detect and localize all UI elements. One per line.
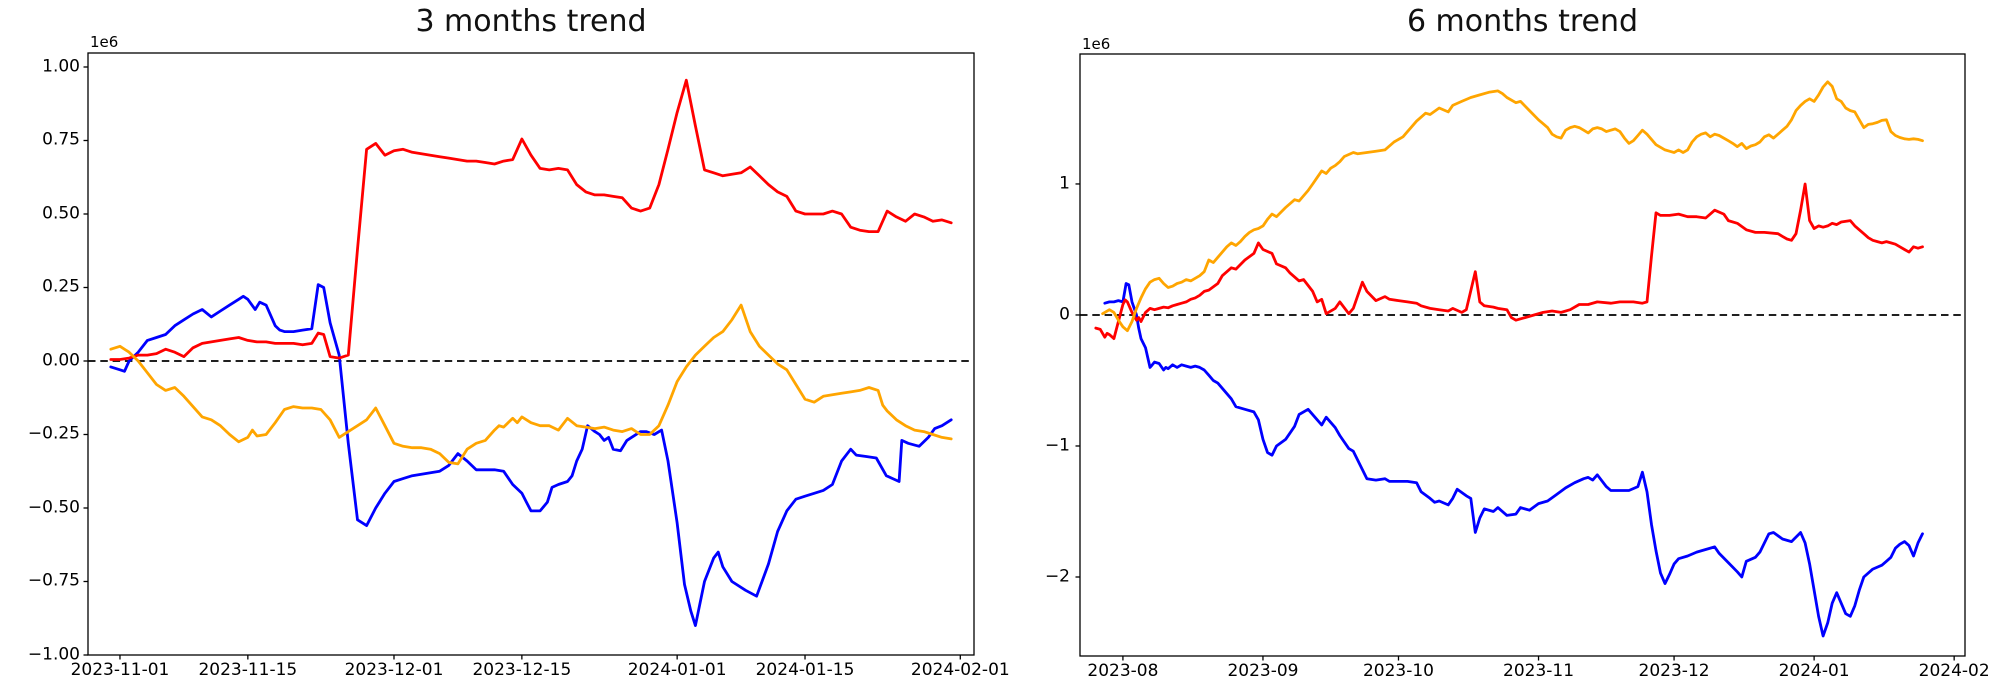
x-tick-label: 2024-01-01 <box>627 660 727 680</box>
x-tick-label: 2024-02 <box>1918 661 1990 681</box>
y-tick-label: 1.00 <box>42 56 80 77</box>
series-line-red <box>109 78 953 361</box>
x-tick-label: 2023-08 <box>1087 661 1159 681</box>
x-tick-label: 2023-10 <box>1362 661 1434 681</box>
y-tick-label: 0.00 <box>42 350 80 371</box>
y-tick-label: 0.50 <box>42 203 80 224</box>
axes-box <box>87 52 975 656</box>
x-tick-label: 2023-12-15 <box>472 660 572 680</box>
series-line-orange <box>1101 80 1924 333</box>
y-tick-label: −2 <box>1044 566 1070 587</box>
y-axis-offset-label: 1e6 <box>1082 35 1111 53</box>
series-line-blue <box>1103 282 1924 638</box>
y-tick-label: 0.25 <box>42 276 80 297</box>
chart-title-6-months: 6 months trend <box>1406 4 1639 39</box>
x-tick-label: 2023-11-01 <box>70 660 170 680</box>
series-line-orange <box>109 303 953 466</box>
x-tick-label: 2023-12-01 <box>344 660 444 680</box>
x-tick-label: 2024-02-01 <box>910 660 1010 680</box>
y-tick-label: 0 <box>1059 304 1070 325</box>
x-tick-label: 2023-11 <box>1503 661 1575 681</box>
y-tick-label: 1 <box>1059 173 1070 194</box>
series-line-blue <box>109 283 953 627</box>
y-axis-offset-label: 1e6 <box>90 33 119 51</box>
y-tick-label: −1.00 <box>27 644 80 665</box>
x-tick-label: 2023-09 <box>1227 661 1299 681</box>
y-tick-label: −0.25 <box>27 423 80 444</box>
x-tick-label: 2024-01 <box>1778 661 1850 681</box>
y-tick-label: −1 <box>1044 435 1070 456</box>
axes-box <box>1079 53 1966 657</box>
series-line-red <box>1094 182 1924 341</box>
x-tick-label: 2024-01-15 <box>755 660 855 680</box>
y-tick-label: −0.75 <box>27 570 80 591</box>
x-tick-label: 2023-12 <box>1638 661 1710 681</box>
chart-title-3-months: 3 months trend <box>415 4 647 39</box>
y-tick-label: −0.50 <box>27 497 80 518</box>
x-tick-label: 2023-11-15 <box>198 660 298 680</box>
y-tick-label: 0.75 <box>42 129 80 150</box>
